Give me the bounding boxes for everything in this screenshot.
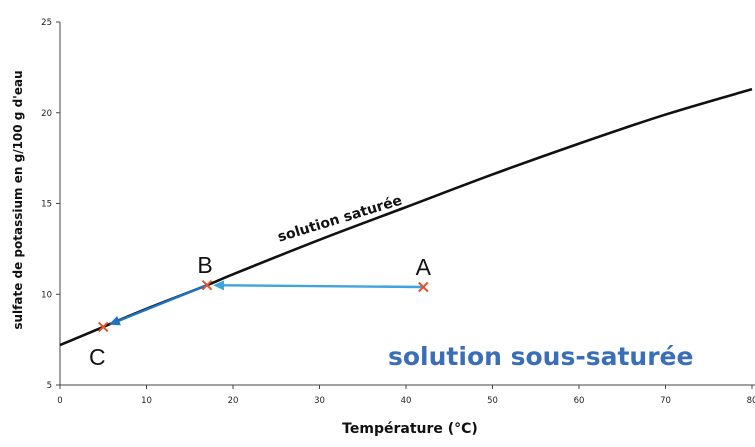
arrow-B-C <box>118 284 208 322</box>
point-label: B <box>197 252 212 278</box>
x-tick-label: 40 <box>401 396 412 406</box>
x-tick-label: 20 <box>228 396 239 406</box>
arrow-layer <box>108 280 424 326</box>
point-A: A <box>416 254 432 293</box>
x-tick-label: 60 <box>574 396 585 406</box>
arrow-head-A-B <box>213 280 225 291</box>
arrow-head-B-C <box>108 315 121 326</box>
y-tick-label: 10 <box>41 290 52 300</box>
point-marker <box>201 279 213 291</box>
point-C: C <box>89 321 109 370</box>
saturation-curve <box>59 87 753 347</box>
arrow-A-B <box>224 284 424 289</box>
axes <box>59 22 755 386</box>
x-tick-label: 80 <box>747 396 755 406</box>
x-tick-label: 30 <box>314 396 325 406</box>
point-marker <box>418 281 429 293</box>
x-tick-label: 70 <box>660 396 671 406</box>
point-label: A <box>416 254 432 280</box>
x-ticks: 0 10 20 30 40 50 60 70 80 <box>57 385 755 406</box>
point-layer: A B C <box>89 252 432 370</box>
point-marker <box>98 321 109 333</box>
point-label: C <box>89 344 106 370</box>
x-tick-label: 50 <box>487 396 498 406</box>
y-axis-title: sulfate de potassium en g/100 g d'eau <box>11 70 25 329</box>
y-tick-label: 20 <box>41 109 52 119</box>
x-tick-label: 0 <box>57 396 62 406</box>
curve-label: solution saturée <box>276 193 404 246</box>
y-ticks: 5 10 15 20 25 <box>41 18 60 391</box>
series-layer <box>59 87 753 347</box>
x-axis-title: Température (°C) <box>342 421 478 437</box>
y-tick-label: 25 <box>41 18 52 28</box>
x-tick-label: 10 <box>141 396 152 406</box>
point-B: B <box>197 252 213 291</box>
region-label: solution sous-saturée <box>388 342 693 371</box>
y-tick-label: 5 <box>47 381 52 391</box>
y-tick-label: 15 <box>41 200 52 210</box>
